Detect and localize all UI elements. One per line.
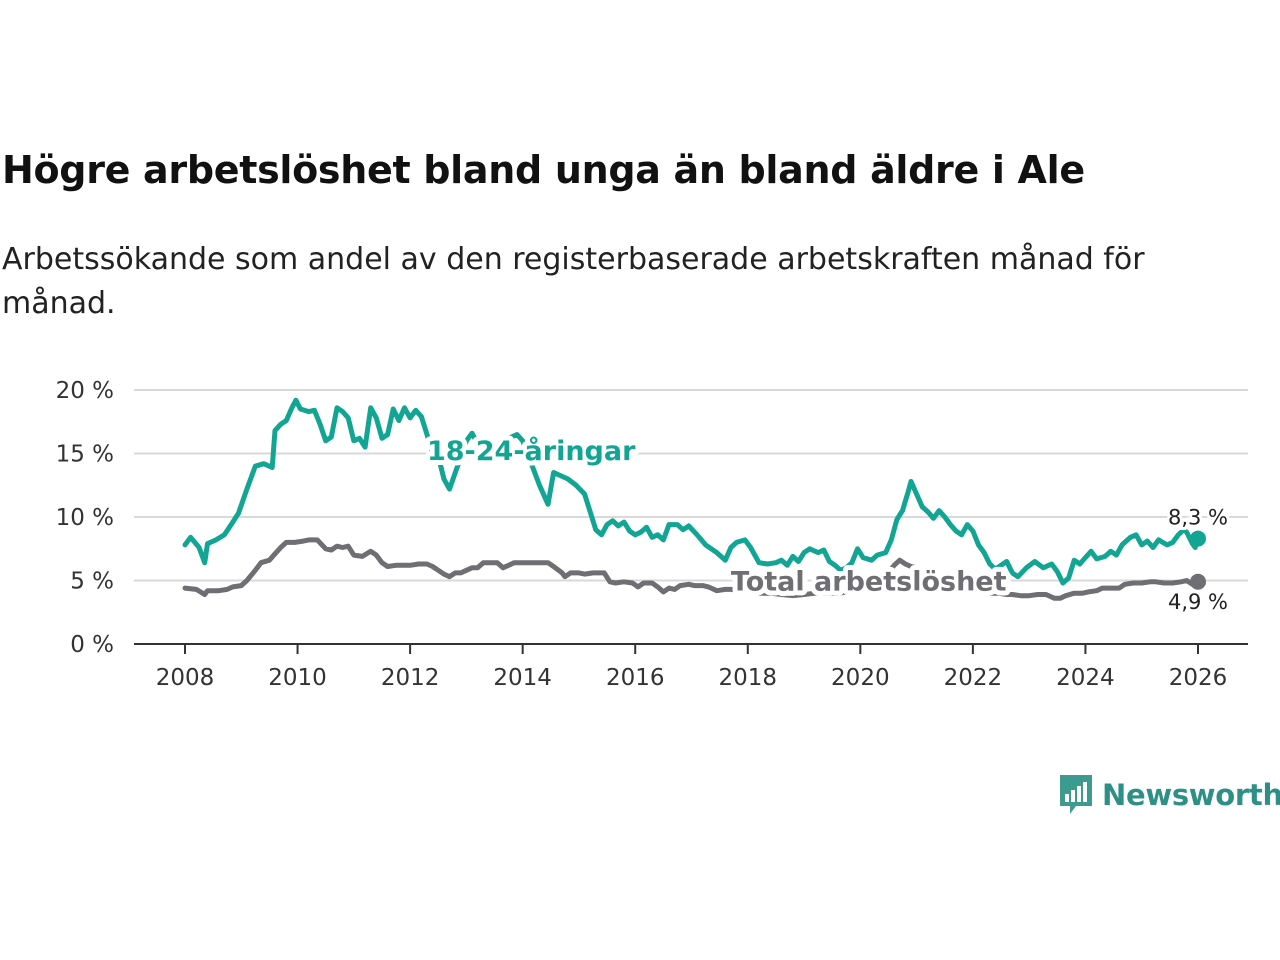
series-annotations: 18-24-åringar Total arbetslöshet — [422, 430, 1012, 603]
y-tick-label: 15 % — [56, 442, 114, 468]
series-line — [182, 397, 1201, 586]
y-tick-label: 20 % — [56, 378, 114, 404]
chart-title: Högre arbetslöshet bland unga än bland ä… — [2, 148, 1085, 192]
x-tick-label: 2012 — [381, 665, 440, 691]
newsworthy-logo-icon — [1060, 775, 1092, 814]
series-annotation: Total arbetslöshet — [731, 567, 1007, 598]
y-axis-ticks: 0 % 5 % 10 % 15 % 20 % — [56, 378, 114, 658]
series-line — [182, 537, 1201, 601]
series-end-label: 8,3 % — [1168, 506, 1228, 530]
x-axis-ticks: 2008 2010 2012 2014 2016 2018 2020 2022 2024 2026 — [156, 644, 1228, 691]
x-tick-label: 2018 — [719, 665, 778, 691]
series-annotation: 18-24-åringar — [427, 435, 636, 467]
y-tick-label: 5 % — [70, 569, 114, 595]
series-endpoint — [1190, 530, 1206, 547]
x-tick-label: 2026 — [1169, 665, 1228, 691]
brand-name: Newsworthy — [1102, 778, 1280, 812]
x-tick-label: 2014 — [493, 665, 552, 691]
x-tick-label: 2020 — [831, 665, 890, 691]
chart-subtitle: Arbetssökande som andel av den registerb… — [2, 242, 1145, 321]
x-tick-label: 2024 — [1056, 665, 1115, 691]
newsworthy-logo[interactable]: Newsworthy — [1058, 772, 1280, 818]
gridlines — [134, 389, 1248, 582]
x-tick-label: 2008 — [156, 665, 215, 691]
series-endpoints: 8,3 % 4,9 % — [1165, 503, 1231, 617]
x-tick-label: 2010 — [268, 665, 327, 691]
x-tick-label: 2022 — [944, 665, 1003, 691]
y-tick-label: 10 % — [56, 505, 114, 531]
series-end-label: 4,9 % — [1168, 590, 1228, 614]
y-tick-label: 0 % — [70, 632, 114, 658]
series-endpoint — [1190, 573, 1206, 590]
series-lines — [182, 397, 1201, 601]
x-tick-label: 2016 — [606, 665, 665, 691]
